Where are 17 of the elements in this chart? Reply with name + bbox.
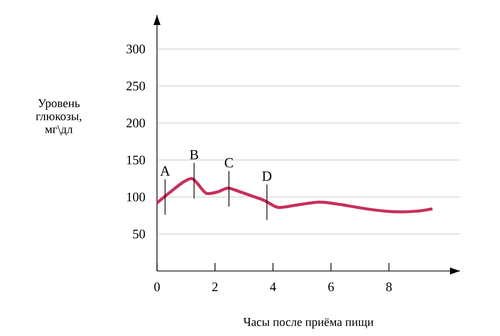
annotation: D (262, 172, 272, 181)
x-tick-label: 6 (328, 282, 334, 292)
y-axis-title: Уровень глюкозы, мг\дл (36, 99, 82, 136)
y-tick-label: 100 (127, 192, 145, 202)
y-tick-label: 200 (126, 118, 145, 128)
annotation: C (224, 158, 233, 168)
y-tick-label: 50 (133, 230, 145, 238)
x-axis-title: Часы после приёма пищи (243, 318, 374, 328)
y-tick-label: 300 (126, 44, 145, 54)
x-tick-label: 0 (154, 282, 160, 292)
x-tick-label: 8 (386, 282, 392, 292)
x-tick-label: 4 (270, 282, 276, 292)
y-tick-label: 250 (126, 82, 145, 90)
x-tick-label: 2 (212, 282, 218, 292)
annotation: B (190, 150, 198, 160)
y-tick-label: 150 (127, 156, 145, 164)
annotation: A (160, 166, 170, 176)
